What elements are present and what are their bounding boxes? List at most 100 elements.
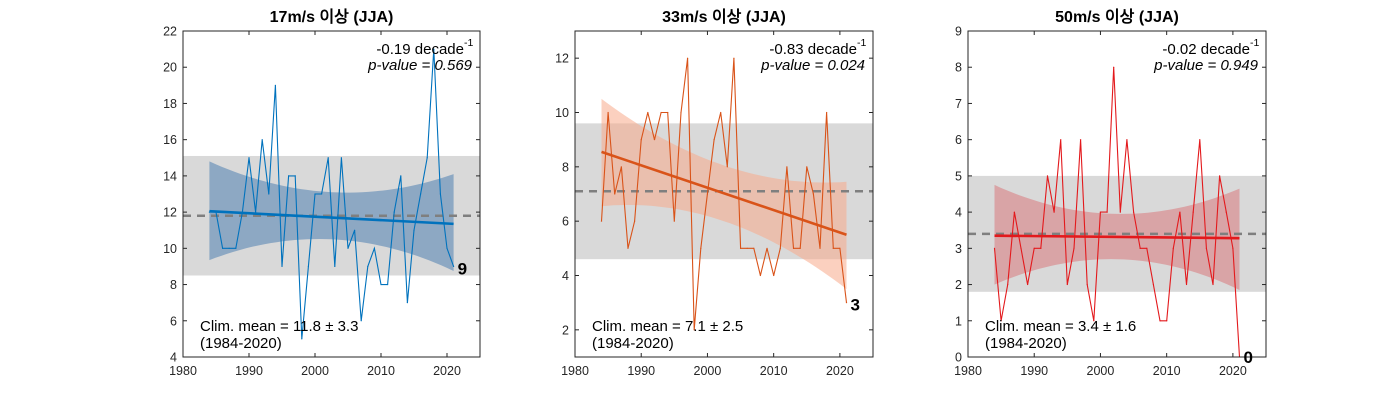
data-point bbox=[826, 111, 828, 114]
data-point bbox=[1000, 320, 1002, 322]
y-tick-label: 2 bbox=[955, 278, 962, 292]
trend-line bbox=[601, 150, 847, 236]
data-point bbox=[600, 220, 603, 222]
x-tick-label: 2020 bbox=[433, 364, 461, 378]
data-point bbox=[726, 166, 728, 168]
data-point bbox=[706, 193, 709, 195]
data-point bbox=[845, 302, 848, 304]
data-point bbox=[667, 111, 669, 114]
data-point bbox=[301, 338, 303, 340]
data-point bbox=[1185, 283, 1188, 286]
data-point bbox=[1179, 211, 1181, 213]
x-tick-label: 2010 bbox=[760, 364, 788, 378]
data-point bbox=[1139, 247, 1141, 249]
data-point bbox=[1066, 283, 1068, 286]
data-point bbox=[1172, 247, 1174, 249]
data-point bbox=[1033, 247, 1035, 249]
data-point bbox=[713, 139, 715, 141]
y-tick-label: 10 bbox=[555, 106, 569, 120]
data-point bbox=[1013, 211, 1015, 213]
data-point bbox=[367, 265, 369, 268]
data-point bbox=[673, 220, 675, 222]
data-point bbox=[307, 265, 309, 268]
data-point bbox=[1152, 283, 1155, 286]
y-tick-label: 6 bbox=[955, 133, 962, 147]
trend-rate-text: -0.19 decade bbox=[376, 41, 464, 58]
x-tick-label: 2010 bbox=[367, 364, 395, 378]
data-point bbox=[321, 193, 323, 195]
data-point bbox=[1232, 247, 1234, 249]
trend-line bbox=[994, 234, 1240, 240]
data-point bbox=[720, 111, 722, 114]
x-tick-label: 2000 bbox=[694, 364, 722, 378]
x-tick-label: 1980 bbox=[169, 364, 197, 378]
data-point bbox=[347, 247, 349, 249]
data-point bbox=[607, 111, 609, 114]
data-point bbox=[1106, 211, 1108, 213]
chart-title: 50m/s 이상 (JJA) bbox=[1055, 8, 1179, 26]
plot-area bbox=[183, 48, 480, 340]
data-point bbox=[1192, 211, 1194, 213]
last-value-label: 9 bbox=[458, 259, 467, 278]
data-point bbox=[700, 247, 702, 249]
data-point bbox=[1073, 247, 1075, 249]
data-point bbox=[354, 229, 356, 231]
chart-title: 33m/s 이상 (JJA) bbox=[662, 8, 786, 26]
data-point bbox=[1079, 139, 1082, 141]
y-tick-label: 4 bbox=[955, 206, 962, 220]
y-tick-label: 8 bbox=[170, 278, 177, 292]
clim-mean-text: Clim. mean = 7.1 ± 2.5 bbox=[592, 318, 743, 335]
y-tick-label: 12 bbox=[555, 52, 569, 66]
data-point bbox=[1086, 283, 1088, 286]
data-point bbox=[413, 229, 415, 231]
data-point bbox=[1053, 211, 1055, 213]
data-point bbox=[1040, 247, 1042, 249]
y-tick-label: 16 bbox=[163, 133, 177, 147]
data-point bbox=[620, 166, 622, 168]
data-point bbox=[1225, 211, 1227, 213]
last-value-label: 0 bbox=[1244, 348, 1253, 367]
data-point bbox=[334, 265, 336, 268]
last-value-label: 3 bbox=[851, 296, 860, 315]
x-tick-label: 2010 bbox=[1153, 364, 1181, 378]
data-point bbox=[248, 157, 250, 159]
y-tick-label: 18 bbox=[163, 97, 177, 111]
data-point bbox=[733, 57, 735, 59]
y-tick-label: 6 bbox=[562, 215, 569, 229]
data-point bbox=[773, 274, 775, 277]
data-point bbox=[268, 193, 270, 195]
panel-2: 1980 1990 2000 2010 2020 2 4 6 8 10 12 33m/s 이상 (JJ… bbox=[555, 8, 874, 378]
data-point bbox=[222, 247, 224, 249]
x-tick-label: 1990 bbox=[627, 364, 655, 378]
y-tick-label: 20 bbox=[163, 61, 177, 75]
x-tick-label: 2020 bbox=[826, 364, 854, 378]
data-point bbox=[753, 247, 755, 249]
data-point bbox=[634, 220, 636, 222]
data-point bbox=[274, 84, 276, 86]
series-line bbox=[209, 49, 455, 339]
data-point bbox=[373, 247, 375, 249]
data-point bbox=[1219, 175, 1221, 177]
x-tick-label: 2000 bbox=[301, 364, 329, 378]
y-tick-label: 22 bbox=[163, 25, 177, 39]
trend-rate-superscript: -1 bbox=[857, 37, 866, 49]
data-point bbox=[640, 139, 642, 141]
x-tick-label: 1990 bbox=[235, 364, 263, 378]
data-point bbox=[812, 193, 815, 195]
clim-period-text: (1984-2020) bbox=[592, 335, 674, 352]
y-tick-label: 9 bbox=[955, 25, 962, 39]
data-point bbox=[693, 329, 695, 331]
trend-rate-superscript: -1 bbox=[1250, 37, 1259, 49]
data-point bbox=[1020, 247, 1022, 249]
y-tick-label: 4 bbox=[562, 269, 569, 283]
data-point bbox=[1113, 66, 1115, 68]
data-point bbox=[1199, 139, 1201, 141]
data-point bbox=[1146, 247, 1148, 249]
data-point bbox=[1166, 320, 1168, 322]
data-point bbox=[314, 193, 316, 195]
data-point bbox=[1159, 320, 1161, 322]
data-point bbox=[759, 274, 762, 277]
data-point bbox=[660, 111, 662, 114]
data-point bbox=[453, 265, 455, 268]
y-tick-label: 3 bbox=[955, 242, 962, 256]
